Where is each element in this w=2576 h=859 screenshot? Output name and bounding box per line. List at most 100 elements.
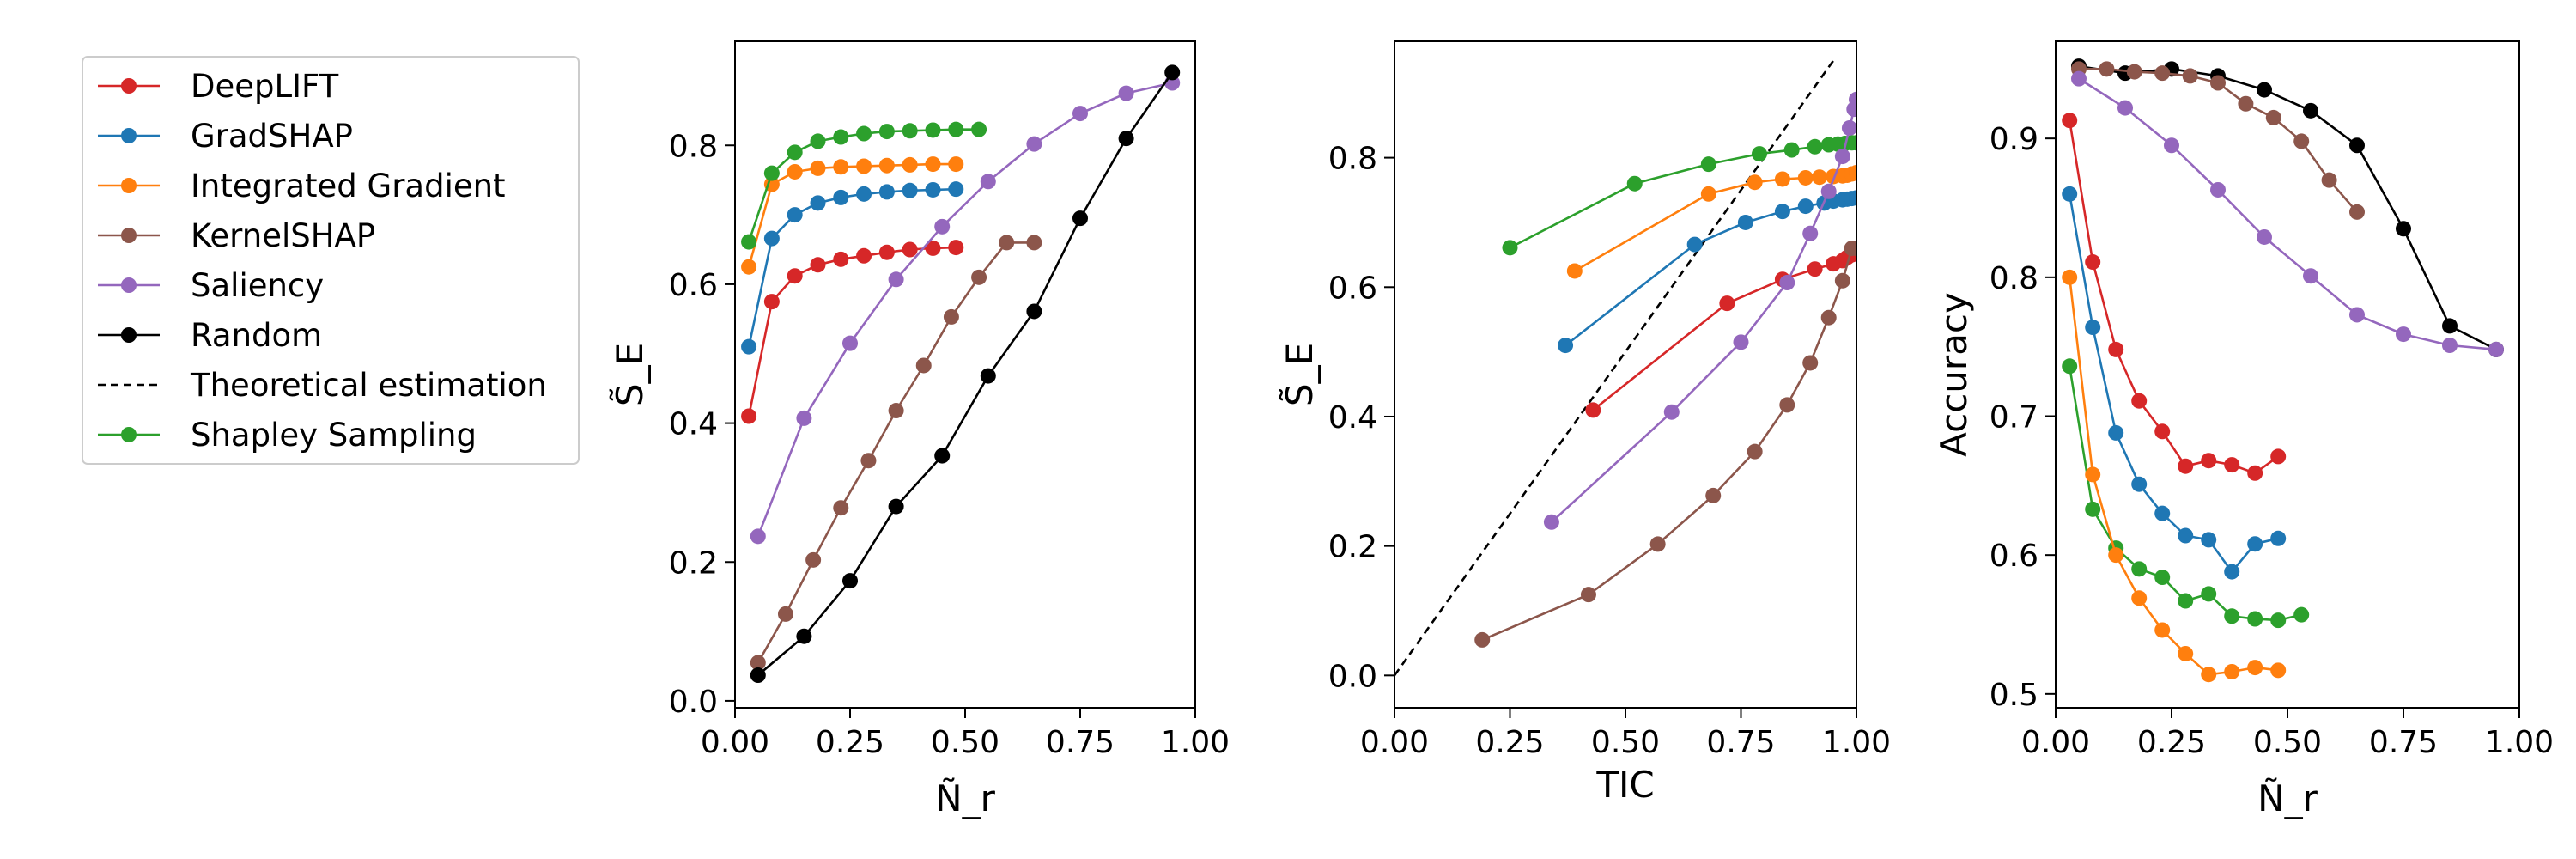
kernelshap-point bbox=[777, 606, 793, 622]
random-line bbox=[2078, 64, 2497, 351]
deeplift-point bbox=[948, 240, 964, 256]
shapley-sampling-point bbox=[2178, 593, 2194, 609]
panel-3-series-random bbox=[2071, 58, 2504, 357]
integrated-gradient-point bbox=[1849, 164, 1856, 180]
gradshap-point bbox=[763, 230, 780, 247]
saliency-point bbox=[2117, 100, 2133, 116]
gradshap-point bbox=[1797, 198, 1814, 215]
kernelshap-point bbox=[2238, 95, 2254, 112]
kernelshap-point bbox=[1747, 443, 1763, 460]
shapley-sampling-point bbox=[833, 129, 849, 145]
kernelshap-point bbox=[999, 235, 1015, 251]
gradshap-point bbox=[1849, 190, 1856, 206]
shapley-sampling-point bbox=[2270, 612, 2287, 629]
integrated-gradient-point bbox=[2224, 663, 2240, 679]
deeplift-point bbox=[2062, 113, 2078, 129]
deeplift-point bbox=[856, 247, 872, 264]
shapley-sampling-point bbox=[2201, 586, 2217, 602]
integrated-gradient-point bbox=[856, 158, 872, 174]
kernelshap-point bbox=[1474, 631, 1491, 648]
panel-2-y-tick-label: 0.0 bbox=[1328, 659, 1377, 694]
panel-1-x-tick-label: 0.50 bbox=[931, 725, 999, 760]
deeplift-point bbox=[1719, 295, 1735, 312]
kernelshap-point bbox=[2293, 133, 2310, 149]
panel-1: 0.00 0.25 0.50 0.75 1.000.00.20.40.60.8 Ñ_r … bbox=[608, 40, 1230, 819]
gradshap-point bbox=[2201, 532, 2217, 548]
panel-3-x-tick-label: 0.00 bbox=[2021, 725, 2090, 760]
panel-3: 0.00 0.25 0.50 0.75 1.000.50.60.70.80.9 Ñ_r … bbox=[1933, 40, 2554, 819]
kernelshap-point bbox=[2321, 172, 2337, 188]
kernelshap-point bbox=[750, 655, 766, 671]
kernelshap-point bbox=[888, 403, 904, 419]
panel-2-x-tick-label: 0.50 bbox=[1591, 725, 1660, 760]
saliency-point bbox=[1834, 149, 1850, 165]
legend-frame bbox=[82, 56, 580, 465]
integrated-gradient-point bbox=[925, 156, 941, 173]
deeplift-point bbox=[1585, 402, 1601, 418]
random-point bbox=[1164, 64, 1181, 81]
gradshap-point bbox=[1774, 204, 1790, 220]
gradshap-point bbox=[833, 189, 849, 205]
panel-3-series-gradshap bbox=[2062, 186, 2287, 580]
panel-1-x-tick-label: 0.75 bbox=[1046, 725, 1115, 760]
legend-swatch-marker bbox=[121, 128, 137, 143]
panel-3-y-tick-label: 0.5 bbox=[1990, 678, 2038, 713]
saliency-point bbox=[1543, 514, 1559, 530]
integrated-gradient-point bbox=[2108, 547, 2124, 564]
gradshap-point bbox=[856, 186, 872, 202]
panel-3-series-shapley-sampling bbox=[2062, 358, 2310, 629]
panel-2-y-axis-label: S̃_E bbox=[1278, 343, 1321, 406]
integrated-gradient-point bbox=[1700, 186, 1716, 202]
saliency-point bbox=[888, 271, 904, 288]
panel-2-series-kernelshap bbox=[1474, 241, 1856, 648]
panel-2-y-tick-label: 0.4 bbox=[1328, 400, 1377, 436]
legend-swatch-marker bbox=[121, 327, 137, 343]
deeplift-point bbox=[2154, 423, 2171, 440]
panel-1-series-kernelshap bbox=[750, 235, 1042, 671]
shapley-sampling-point bbox=[925, 122, 941, 138]
kernelshap-point bbox=[1834, 272, 1850, 289]
panel-1-x-tick-label: 0.25 bbox=[816, 725, 884, 760]
panel-1-y-tick-label: 0.6 bbox=[669, 268, 718, 303]
gradshap-point bbox=[1558, 338, 1574, 354]
saliency-point bbox=[750, 528, 766, 545]
panel-1-series-shapley-sampling bbox=[741, 121, 987, 250]
integrated-gradient-line bbox=[747, 162, 957, 268]
deeplift-point bbox=[2201, 453, 2217, 469]
panel-2-ticks: 0.00 0.25 0.50 0.75 1.00 0.0 0.2 0.4 0.6 0.8 bbox=[1328, 142, 1891, 760]
random-point bbox=[1026, 303, 1042, 320]
legend-label: Saliency bbox=[191, 267, 324, 304]
integrated-gradient-point bbox=[833, 159, 849, 175]
gradshap-point bbox=[787, 207, 803, 223]
gradshap-point bbox=[810, 195, 826, 211]
panel-3-ticks: 0.00 0.25 0.50 0.75 1.00 0.5 0.6 0.7 0.8 0.9 bbox=[1990, 122, 2554, 760]
gradshap-point bbox=[2062, 186, 2078, 202]
gradshap-point bbox=[2154, 505, 2171, 521]
panel-1-y-tick-label: 0.2 bbox=[669, 545, 718, 581]
legend-item-saliency: Saliency bbox=[98, 267, 324, 304]
panel-3-y-tick-label: 0.7 bbox=[1990, 400, 2038, 436]
saliency-point bbox=[1841, 119, 1856, 136]
shapley-sampling-point bbox=[856, 125, 872, 142]
gradshap-point bbox=[2085, 320, 2101, 336]
legend-label: Theoretical estimation bbox=[190, 367, 547, 404]
deeplift-point bbox=[2224, 457, 2240, 473]
legend-label: KernelSHAP bbox=[191, 217, 375, 254]
gradshap-point bbox=[2247, 536, 2263, 552]
kernelshap-point bbox=[2099, 61, 2115, 77]
panel-3-y-tick-label: 0.6 bbox=[1990, 539, 2038, 574]
shapley-sampling-point bbox=[2293, 606, 2310, 623]
saliency-point bbox=[2071, 70, 2087, 87]
deeplift-point bbox=[787, 268, 803, 284]
kernelshap-point bbox=[2349, 204, 2365, 220]
legend-entries: DeepLIFT GradSHAP Integrated Gradient Kerne… bbox=[98, 68, 547, 454]
deeplift-point bbox=[2108, 341, 2124, 357]
deeplift-point bbox=[2085, 254, 2101, 271]
saliency-point bbox=[2164, 137, 2179, 154]
integrated-gradient-point bbox=[878, 157, 895, 174]
integrated-gradient-point bbox=[1747, 174, 1763, 191]
panel-1-y-axis-label: S̃_E bbox=[608, 343, 651, 406]
saliency-point bbox=[2349, 307, 2365, 323]
integrated-gradient-point bbox=[2131, 590, 2148, 606]
